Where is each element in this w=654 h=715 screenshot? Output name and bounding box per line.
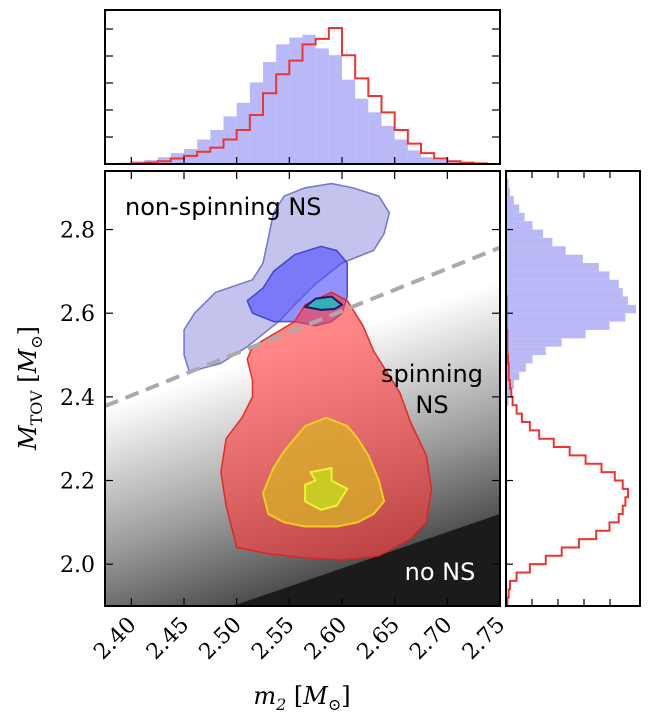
right-hist-blue-bar — [506, 313, 626, 322]
top-histogram-panel — [105, 27, 500, 164]
right-hist-blue-bar — [506, 204, 520, 213]
y-tick-label: 2.8 — [60, 219, 95, 244]
x-tick-label: 2.75 — [458, 613, 510, 665]
top-histogram — [105, 27, 500, 164]
top-hist-blue-bar — [434, 159, 448, 164]
top-hist-blue-bar — [328, 55, 342, 164]
right-hist-blue-bar — [506, 179, 509, 188]
right-hist-blue-bar — [506, 388, 512, 397]
right-histogram — [506, 171, 636, 606]
right-hist-blue-bar — [506, 304, 636, 314]
right-hist-blue-bar — [506, 329, 586, 339]
top-hist-blue-bar — [315, 48, 329, 164]
y-axis-label: MTOV [M⊙] — [14, 326, 46, 451]
x-tick-label: 2.55 — [247, 613, 299, 665]
x-axis-label: m2 [M⊙] — [253, 682, 350, 714]
x-tick-label: 2.45 — [142, 613, 194, 665]
right-hist-blue-bar — [506, 246, 566, 255]
x-tick-label: 2.40 — [89, 613, 141, 665]
right-panel-frame — [505, 170, 641, 607]
top-hist-blue-bar — [368, 112, 382, 164]
right-hist-red-step — [506, 171, 630, 606]
right-hist-blue-bar — [506, 363, 526, 372]
right-hist-blue-bar — [506, 263, 599, 272]
label-non-spinning: non-spinning NS — [125, 193, 322, 221]
x-tick-label: 2.65 — [353, 613, 405, 665]
right-hist-blue-bar — [506, 187, 510, 197]
main-axis-ticks — [105, 171, 501, 606]
right-hist-blue-bar — [506, 288, 623, 297]
right-hist-blue-bar — [506, 271, 610, 280]
right-histogram-panel — [506, 171, 636, 606]
top-hist-blue-bar — [407, 150, 421, 164]
label-spinning: spinning — [381, 360, 483, 388]
dashed-boundary-line — [105, 245, 500, 408]
no-ns-region — [105, 513, 500, 606]
right-hist-blue-bar — [506, 371, 520, 381]
x-tick-label: 2.50 — [195, 613, 247, 665]
right-hist-blue-bar — [506, 279, 619, 289]
main-panel-frame — [104, 170, 501, 607]
y-tick-label: 2.4 — [60, 386, 95, 411]
right-hist-blue-bar — [506, 212, 525, 222]
right-hist-blue-bar — [506, 221, 533, 230]
top-hist-blue-bar — [355, 98, 369, 164]
top-hist-blue-bar — [249, 82, 263, 164]
x-tick-label: 2.70 — [405, 613, 457, 665]
right-hist-blue-bar — [506, 296, 629, 305]
y-tick-label: 2.6 — [60, 302, 95, 327]
top-hist-blue-bar — [421, 157, 435, 164]
contour-layer — [183, 182, 433, 561]
x-tick-labels: 2.40 2.45 2.50 2.55 2.60 2.65 2.70 2.75 — [89, 613, 510, 665]
y-tick-label: 2.2 — [60, 470, 95, 495]
right-hist-blue-bar — [506, 346, 546, 356]
top-hist-blue-bar — [289, 37, 303, 164]
top-hist-blue-bar — [342, 79, 356, 164]
x-tick-label: 2.60 — [300, 613, 352, 665]
top-panel-frame — [104, 9, 501, 165]
top-hist-blue-bar — [394, 139, 408, 164]
top-hist-blue-bar — [276, 44, 290, 164]
main-panel: non-spinning NS spinning NS no NS — [105, 182, 500, 606]
label-no-ns: no NS — [405, 558, 476, 586]
top-axis-ticks — [105, 28, 501, 164]
y-tick-labels: 2.0 2.2 2.4 2.6 2.8 — [60, 219, 95, 579]
red-contour-inner — [304, 467, 349, 511]
right-hist-blue-bar — [506, 355, 533, 364]
top-hist-blue-bar — [263, 62, 277, 164]
top-hist-blue-bar — [381, 125, 395, 164]
top-hist-red-step — [105, 27, 500, 164]
right-hist-blue-bar — [506, 229, 544, 238]
right-axis-ticks — [506, 171, 611, 606]
right-hist-blue-bar — [506, 196, 514, 205]
blue-contour-inner — [304, 295, 343, 311]
top-hist-blue-bar — [302, 34, 316, 164]
right-hist-blue-bar — [506, 321, 610, 330]
right-hist-blue-bar — [506, 396, 509, 406]
right-hist-blue-bar — [506, 237, 553, 247]
top-hist-blue-bar — [447, 161, 461, 164]
top-hist-blue-bar — [236, 102, 250, 164]
right-hist-blue-bar — [506, 338, 562, 347]
right-hist-blue-bar — [506, 254, 583, 264]
y-tick-label: 2.0 — [60, 553, 95, 578]
boundary-lines — [105, 245, 500, 408]
region-labels: non-spinning NS spinning NS no NS — [125, 193, 483, 586]
label-spinning-ns: NS — [415, 391, 448, 419]
